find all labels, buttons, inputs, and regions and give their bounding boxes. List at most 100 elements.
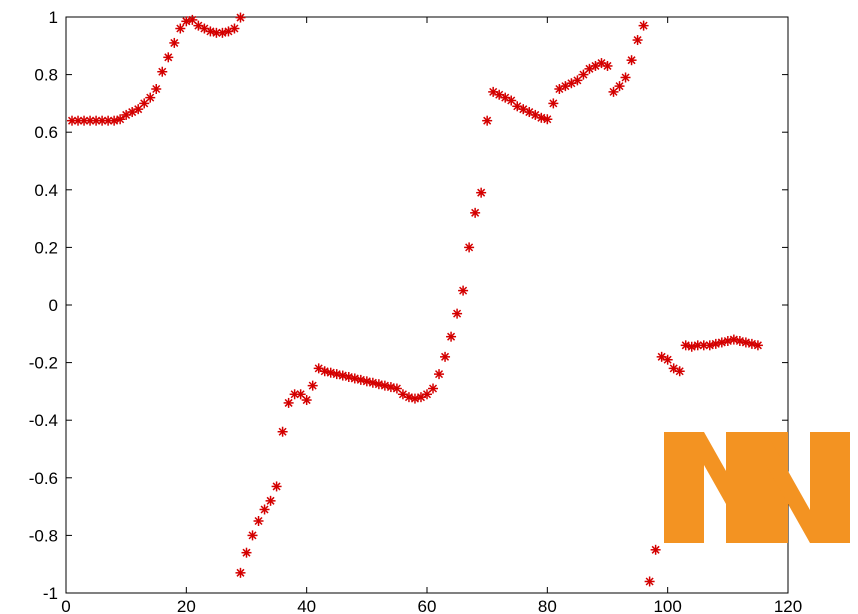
data-point <box>265 495 276 506</box>
data-point <box>470 207 481 218</box>
data-point <box>458 285 469 296</box>
x-tick-label: 40 <box>297 597 316 614</box>
data-point <box>403 392 414 403</box>
data-point <box>446 331 457 342</box>
x-tick-label: 120 <box>774 597 802 614</box>
data-point <box>385 382 396 393</box>
data-point <box>482 115 493 126</box>
data-point <box>620 72 631 83</box>
data-point <box>650 544 661 555</box>
data-point <box>193 20 204 31</box>
data-point <box>614 81 625 92</box>
data-point <box>235 567 246 578</box>
x-tick-label: 20 <box>177 597 196 614</box>
data-point <box>115 114 126 125</box>
data-point <box>632 35 643 46</box>
data-point <box>740 337 751 348</box>
data-point <box>752 340 763 351</box>
data-point <box>217 27 228 38</box>
data-point <box>626 55 637 66</box>
data-point <box>379 380 390 391</box>
x-tick-label: 0 <box>61 597 70 614</box>
data-point <box>337 370 348 381</box>
data-point <box>361 376 372 387</box>
data-point <box>644 576 655 587</box>
data-point <box>373 379 384 390</box>
data-point <box>728 334 739 345</box>
data-point <box>295 389 306 400</box>
data-point <box>157 66 168 77</box>
data-point <box>205 26 216 37</box>
data-point <box>716 337 727 348</box>
data-markers <box>67 12 763 587</box>
data-point <box>440 351 451 362</box>
data-point <box>343 372 354 382</box>
data-point <box>602 60 613 71</box>
y-tick-label: -0.2 <box>29 354 58 373</box>
data-point <box>746 338 757 349</box>
data-point <box>139 98 150 109</box>
data-point <box>277 426 288 437</box>
data-point <box>662 354 673 365</box>
data-point <box>704 340 715 351</box>
data-point <box>187 14 198 25</box>
data-point <box>271 481 282 492</box>
data-point <box>686 341 697 352</box>
y-tick-label: 0.8 <box>34 66 58 85</box>
data-point <box>434 369 445 380</box>
data-point <box>253 516 264 526</box>
data-point <box>536 112 547 123</box>
data-point <box>542 114 553 125</box>
data-point <box>548 98 559 109</box>
data-point <box>133 104 144 115</box>
y-tick-label: 0 <box>49 296 58 315</box>
data-point <box>319 366 330 377</box>
data-point <box>175 23 186 34</box>
data-point <box>235 12 246 23</box>
x-tick-label: 100 <box>653 597 681 614</box>
data-point <box>680 340 691 351</box>
data-point <box>331 369 342 380</box>
data-point <box>145 92 156 103</box>
data-point <box>428 383 439 394</box>
data-point <box>367 377 378 388</box>
data-point <box>91 115 102 126</box>
data-point <box>409 393 420 404</box>
data-point <box>307 380 318 391</box>
y-axis-tick-labels: -1 -0.8 -0.6 -0.4 -0.2 0 0.2 0.4 0.6 0.8 1 <box>29 8 58 603</box>
data-point <box>476 187 487 198</box>
data-point <box>452 308 463 319</box>
x-axis-tick-labels: 0 20 40 60 80 100 120 <box>61 597 802 614</box>
y-tick-label: -0.6 <box>29 469 58 488</box>
data-point <box>325 367 336 378</box>
y-tick-label: -1 <box>43 584 58 603</box>
data-point <box>169 37 180 48</box>
data-point <box>422 389 432 400</box>
x-tick-label: 60 <box>418 597 437 614</box>
y-tick-label: 0.6 <box>34 123 58 142</box>
y-tick-label: 0.2 <box>34 238 58 257</box>
y-tick-label: 0.4 <box>34 181 58 200</box>
data-point <box>151 84 162 94</box>
data-point <box>572 75 583 86</box>
data-point <box>608 86 619 97</box>
data-point <box>229 23 240 34</box>
data-point <box>283 397 294 408</box>
data-point <box>464 242 475 253</box>
data-point <box>301 395 312 406</box>
axis-ticks <box>65 16 789 594</box>
data-point <box>85 115 96 126</box>
data-point <box>349 373 360 384</box>
data-point <box>109 115 120 126</box>
data-point <box>181 16 192 27</box>
data-point <box>578 69 589 80</box>
data-point <box>722 336 733 346</box>
data-point <box>355 374 366 385</box>
data-point <box>506 95 517 106</box>
data-point <box>247 530 258 541</box>
x-tick-label: 80 <box>538 597 557 614</box>
data-point <box>638 20 649 31</box>
data-point <box>241 547 252 558</box>
y-tick-label: -0.8 <box>29 526 58 545</box>
